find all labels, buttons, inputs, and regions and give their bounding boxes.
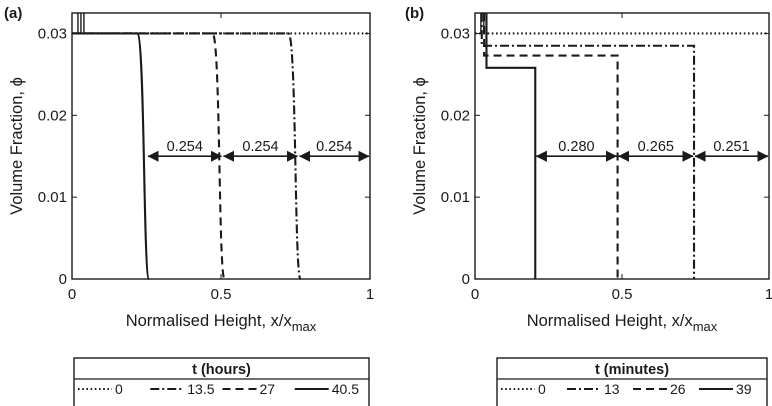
- spacing-label: 0.280: [558, 139, 594, 155]
- y-tick-label: 0: [462, 271, 470, 288]
- series-dashed-line: [483, 13, 619, 279]
- legend-entry-label: 27: [260, 381, 276, 397]
- y-tick-label: 0.01: [38, 189, 67, 206]
- x-tick-label: 1: [366, 286, 374, 303]
- legend-entry-label: 26: [670, 381, 686, 397]
- legend: t (minutes) 0 13 26 39: [496, 357, 768, 406]
- spacing-label: 0.251: [713, 139, 749, 155]
- y-tick-label: 0.01: [441, 189, 470, 206]
- panel-a-chart: 0 0.5 1 0 0.01 0.02 0.03 0.254 0.254 0.254 (a) Volu…: [4, 5, 374, 406]
- series-dashdot-line: [480, 13, 696, 279]
- panel-label: (a): [4, 5, 22, 22]
- y-axis-label: Volume Fraction, ϕ: [8, 77, 26, 215]
- legend: t (hours) 0 13.5 27 40.5: [73, 357, 370, 406]
- legend-box: [73, 357, 370, 406]
- y-tick-label: 0.02: [441, 107, 470, 124]
- spacing-label: 0.254: [242, 139, 278, 155]
- plot-frame: [474, 12, 770, 280]
- y-axis-label: Volume Fraction, ϕ: [411, 77, 429, 215]
- series-dashdot-line: [72, 32, 302, 281]
- x-tick-label: 0.5: [211, 286, 232, 303]
- series-solid-line: [72, 32, 151, 281]
- spacing-label: 0.254: [167, 139, 203, 155]
- legend-title: t (hours): [192, 362, 251, 378]
- series-dashed-line: [72, 32, 226, 281]
- y-tick-label: 0.03: [38, 25, 67, 42]
- legend-box: [496, 357, 768, 406]
- x-axis-label: Normalised Height, x/xmax: [527, 312, 718, 334]
- x-tick-label: 0.5: [612, 286, 633, 303]
- legend-entry-label: 0: [538, 381, 546, 397]
- x-tick-label: 1: [765, 286, 772, 303]
- x-tick-label: 0: [68, 286, 76, 303]
- y-tick-label: 0.02: [38, 107, 67, 124]
- spacing-label: 0.254: [316, 139, 352, 155]
- panel-label: (b): [405, 5, 424, 22]
- legend-title: t (minutes): [595, 362, 669, 378]
- legend-entry-label: 13: [604, 381, 620, 397]
- y-tick-label: 0.03: [441, 25, 470, 42]
- legend-entry-label: 39: [736, 381, 752, 397]
- legend-entry-label: 40.5: [332, 381, 359, 397]
- legend-entry-label: 0: [115, 381, 123, 397]
- spacing-label: 0.265: [638, 139, 674, 155]
- y-tick-label: 0: [59, 271, 67, 288]
- x-axis-label: Normalised Height, x/xmax: [126, 312, 317, 334]
- x-tick-label: 0: [471, 286, 479, 303]
- legend-entry-label: 13.5: [187, 381, 214, 397]
- panel-b-chart: 0 0.5 1 0 0.01 0.02 0.03 0.280 0.265 0.251 (b) Volu…: [405, 5, 772, 406]
- series-solid-line: [485, 13, 537, 279]
